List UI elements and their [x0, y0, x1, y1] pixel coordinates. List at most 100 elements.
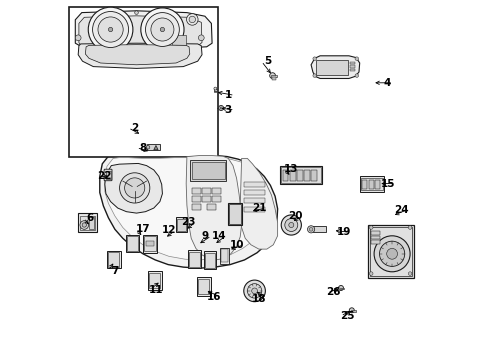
Text: 9: 9	[201, 231, 208, 241]
Polygon shape	[104, 163, 162, 213]
Text: 4: 4	[382, 78, 389, 88]
Bar	[105, 171, 110, 179]
Circle shape	[312, 57, 316, 60]
Circle shape	[251, 288, 257, 294]
Bar	[350, 310, 355, 312]
Bar	[221, 249, 227, 262]
Text: 6: 6	[86, 213, 94, 223]
Bar	[349, 69, 354, 71]
Circle shape	[220, 107, 222, 109]
Text: 11: 11	[149, 285, 163, 295]
Circle shape	[198, 35, 204, 41]
Bar	[144, 236, 156, 251]
Bar	[192, 162, 224, 179]
Bar	[349, 62, 354, 64]
Bar	[244, 207, 265, 212]
Bar	[80, 216, 95, 230]
Bar	[362, 180, 366, 189]
Circle shape	[151, 18, 174, 41]
Polygon shape	[78, 43, 202, 68]
Circle shape	[386, 248, 397, 259]
Text: 20: 20	[287, 211, 302, 221]
Bar	[190, 160, 226, 181]
Bar	[187, 250, 201, 268]
Text: 16: 16	[206, 292, 221, 302]
Circle shape	[281, 215, 301, 235]
Text: 7: 7	[111, 266, 119, 276]
Bar	[125, 235, 139, 252]
Circle shape	[92, 12, 128, 48]
Circle shape	[186, 14, 198, 25]
Bar	[271, 77, 276, 80]
Text: 8: 8	[139, 143, 146, 153]
Bar	[192, 188, 200, 194]
Bar	[176, 217, 186, 232]
Bar	[304, 170, 309, 181]
Bar	[214, 91, 216, 92]
Circle shape	[75, 35, 81, 41]
Bar	[374, 180, 380, 189]
Circle shape	[288, 222, 293, 228]
Bar	[192, 204, 200, 210]
Circle shape	[407, 272, 411, 275]
Bar	[197, 277, 210, 296]
Bar	[368, 180, 373, 189]
Bar	[315, 60, 347, 75]
Polygon shape	[100, 155, 277, 268]
Circle shape	[134, 11, 138, 14]
Text: 24: 24	[393, 204, 407, 215]
Circle shape	[354, 74, 358, 77]
Bar	[279, 166, 322, 184]
Circle shape	[368, 226, 372, 229]
Bar	[198, 279, 209, 294]
Circle shape	[98, 17, 123, 42]
Bar	[296, 170, 302, 181]
Bar	[228, 203, 242, 225]
Bar	[212, 188, 221, 194]
Text: 19: 19	[336, 227, 350, 237]
Text: 15: 15	[381, 179, 395, 189]
Bar	[212, 196, 221, 202]
Bar	[361, 178, 382, 190]
Bar	[149, 273, 160, 288]
Circle shape	[88, 7, 133, 52]
Circle shape	[145, 13, 179, 46]
Circle shape	[80, 221, 88, 229]
Circle shape	[373, 236, 409, 272]
Circle shape	[368, 272, 372, 275]
Bar	[244, 198, 265, 203]
Bar	[367, 225, 413, 278]
Text: 5: 5	[264, 56, 271, 66]
Circle shape	[407, 226, 411, 229]
Text: 14: 14	[212, 231, 226, 241]
Circle shape	[348, 308, 354, 313]
Bar	[142, 235, 157, 253]
Circle shape	[284, 219, 297, 231]
Bar	[145, 241, 154, 246]
Bar	[69, 7, 218, 157]
Bar	[213, 89, 217, 91]
Circle shape	[218, 105, 223, 111]
Bar	[202, 188, 210, 194]
Text: 3: 3	[224, 105, 231, 115]
Circle shape	[120, 173, 149, 203]
Polygon shape	[79, 16, 202, 47]
Circle shape	[379, 241, 404, 266]
Bar	[349, 65, 354, 68]
Bar	[370, 240, 380, 244]
Circle shape	[213, 87, 216, 90]
Circle shape	[189, 16, 195, 23]
Circle shape	[141, 8, 183, 51]
Bar	[339, 288, 343, 289]
Polygon shape	[240, 158, 277, 249]
Text: 21: 21	[251, 203, 265, 213]
Bar	[192, 196, 200, 202]
Bar	[244, 182, 265, 187]
Bar	[370, 236, 380, 239]
Bar	[204, 251, 215, 269]
Polygon shape	[186, 156, 241, 260]
Bar	[205, 253, 214, 268]
Bar	[108, 252, 119, 267]
Bar	[202, 196, 210, 202]
Circle shape	[160, 27, 164, 32]
